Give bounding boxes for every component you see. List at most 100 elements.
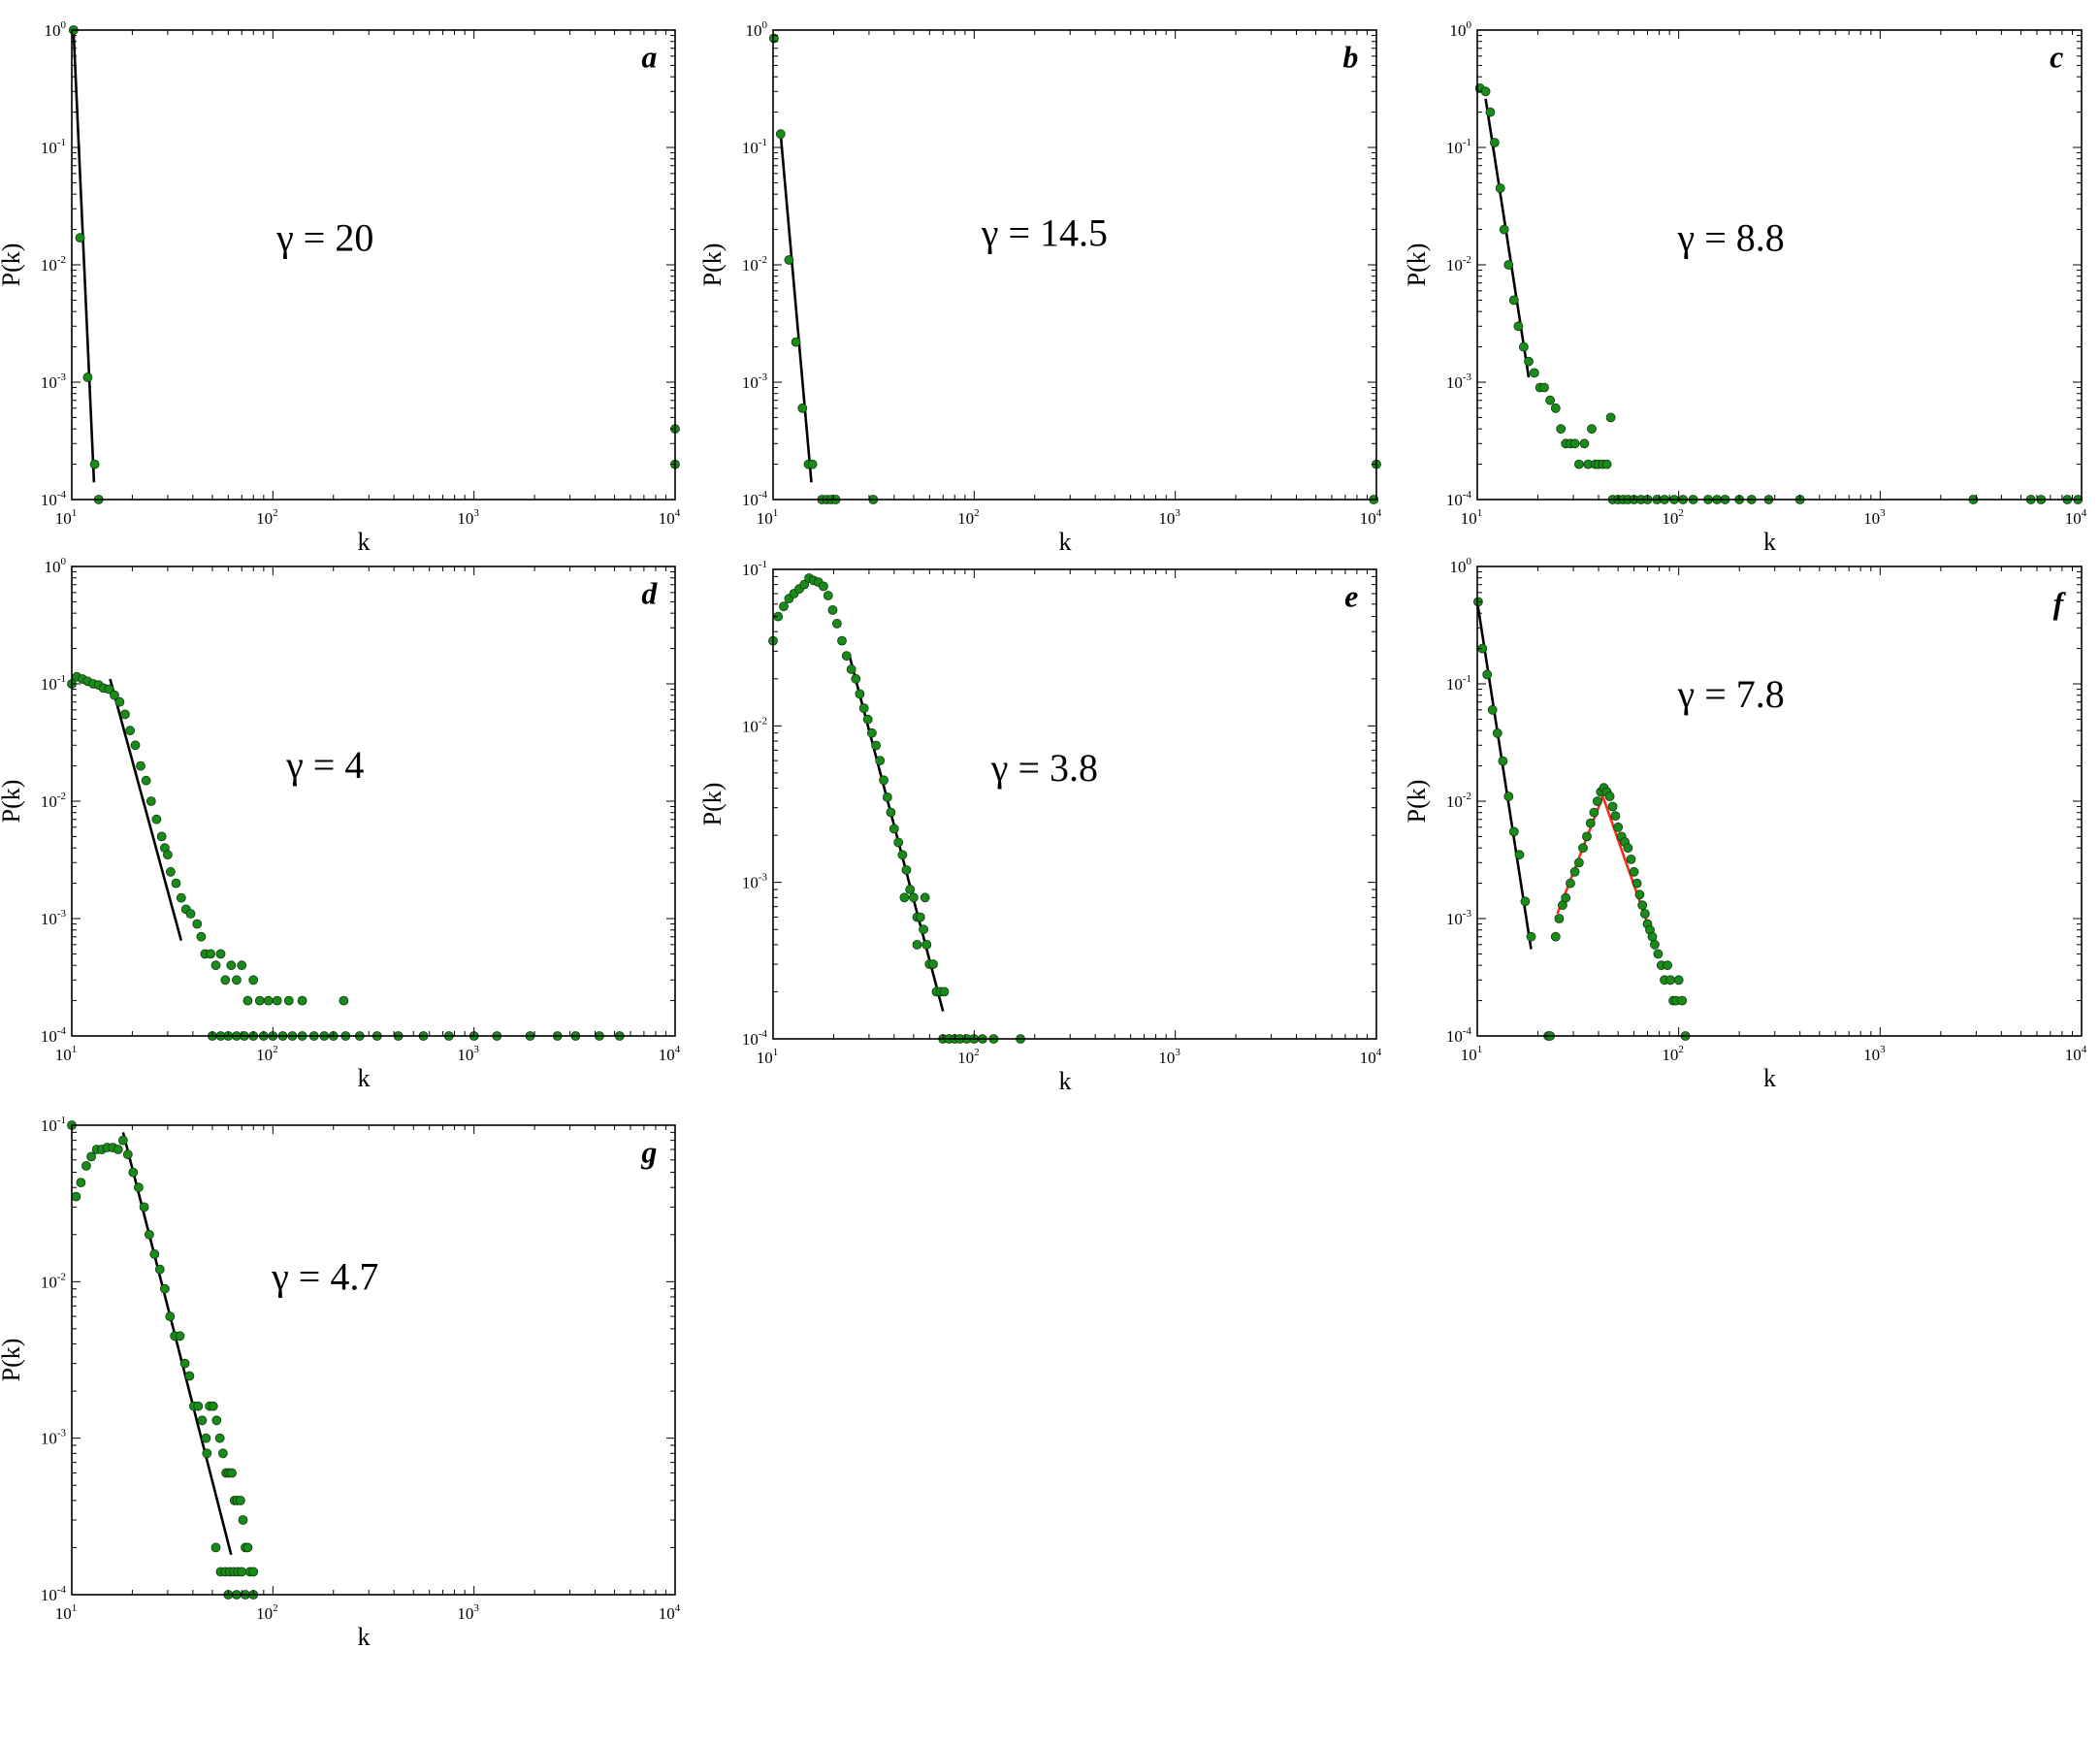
- x-axis-label: k: [358, 528, 371, 556]
- data-point: [1640, 909, 1650, 919]
- data-point: [1513, 321, 1524, 332]
- y-tick-label: 10-1: [742, 559, 767, 579]
- x-tick-label: 102: [256, 1602, 278, 1623]
- data-point: [1485, 107, 1496, 117]
- y-tick-label: 10-3: [1446, 908, 1472, 928]
- y-axis-label: P(k): [0, 1339, 25, 1382]
- data-point: [1585, 818, 1596, 828]
- x-tick-label: 102: [256, 1044, 278, 1064]
- y-tick-label: 10-4: [41, 1025, 67, 1046]
- y-tick-label: 10-2: [41, 791, 66, 811]
- data-point: [125, 726, 136, 736]
- data-point: [1574, 857, 1584, 868]
- y-tick-label: 10-3: [41, 908, 67, 928]
- data-point: [1524, 356, 1534, 367]
- x-tick-label: 103: [457, 1602, 479, 1623]
- x-tick-label: 102: [1662, 507, 1684, 528]
- data-point: [297, 995, 307, 1006]
- data-point: [1677, 995, 1688, 1006]
- data-point: [1582, 831, 1592, 842]
- y-axis-label: P(k): [1403, 243, 1431, 287]
- data-point: [797, 403, 808, 413]
- x-tick-label: 104: [2065, 507, 2087, 528]
- data-point: [210, 960, 221, 971]
- data-point: [1605, 412, 1616, 423]
- y-tick-label: 10-1: [41, 673, 66, 694]
- data-point: [919, 924, 928, 935]
- panel-d: 101 102 103 104 10-4 10-3 10-2 10-1 100 k P(k) γ = …: [0, 556, 681, 1092]
- y-tick-label: 10-2: [1446, 254, 1471, 275]
- y-tick-label: 10-2: [742, 254, 767, 275]
- data-point: [1498, 756, 1508, 766]
- data-point: [1593, 796, 1602, 806]
- y-tick-label: 10-2: [1446, 791, 1471, 811]
- data-point: [909, 892, 919, 903]
- data-point: [136, 760, 145, 771]
- data-point: [196, 931, 207, 942]
- data-point: [1480, 86, 1491, 97]
- data-point: [841, 651, 852, 662]
- data-point: [1629, 866, 1639, 877]
- data-point: [1574, 459, 1584, 469]
- data-point: [237, 960, 247, 971]
- data-point: [1569, 866, 1580, 877]
- data-point: [901, 865, 912, 875]
- data-point: [1529, 368, 1539, 378]
- data-point: [1579, 438, 1590, 449]
- data-point: [905, 885, 916, 894]
- data-point: [237, 1567, 247, 1577]
- fit-line: [109, 678, 183, 941]
- data-point: [156, 831, 167, 842]
- data-point: [920, 892, 930, 903]
- x-tick-label: 103: [1863, 507, 1886, 528]
- data-point: [1508, 826, 1519, 837]
- data-point: [1503, 260, 1514, 270]
- y-tick-label: 100: [1450, 556, 1472, 576]
- y-tick-label: 100: [45, 19, 67, 40]
- data-point: [149, 1249, 160, 1259]
- x-tick-label: 101: [55, 1602, 78, 1623]
- data-point: [75, 233, 85, 243]
- data-point: [197, 1415, 208, 1426]
- data-point: [104, 684, 114, 695]
- data-point: [114, 696, 125, 707]
- data-point: [1665, 975, 1676, 986]
- data-point: [226, 960, 237, 971]
- data-point: [769, 33, 779, 44]
- data-point: [871, 740, 881, 751]
- fit-line: [848, 655, 945, 1012]
- y-tick-label: 10-3: [1446, 372, 1472, 392]
- panel-letter: e: [1344, 579, 1358, 614]
- data-point: [912, 940, 922, 950]
- data-point: [791, 337, 801, 347]
- data-point: [235, 1496, 245, 1505]
- gamma-label: γ = 8.8: [1677, 215, 1785, 259]
- x-axis-label: k: [1059, 1067, 1072, 1095]
- fit-line: [121, 1132, 233, 1556]
- data-point: [1663, 960, 1672, 971]
- data-point: [231, 975, 242, 986]
- data-point: [165, 866, 176, 877]
- y-tick-label: 10-4: [742, 1028, 768, 1049]
- data-point: [208, 1401, 218, 1411]
- fit-line: [72, 29, 96, 483]
- data-point: [1492, 728, 1502, 738]
- data-point: [118, 1135, 128, 1146]
- plot-frame: [1476, 29, 2083, 501]
- y-tick-label: 10-4: [1446, 1025, 1472, 1046]
- data-point: [202, 1448, 212, 1459]
- plot-frame: [772, 29, 1377, 501]
- data-point: [1556, 424, 1567, 435]
- data-point: [915, 912, 925, 922]
- x-tick-label: 103: [457, 507, 479, 528]
- y-tick-label: 10-1: [41, 1115, 66, 1135]
- x-tick-label: 102: [957, 1047, 980, 1067]
- y-axis-label: P(k): [0, 780, 25, 824]
- gamma-label: γ = 4.7: [271, 1254, 378, 1298]
- data-point: [1490, 138, 1500, 147]
- data-point: [832, 619, 842, 629]
- y-tick-label: 10-1: [1446, 673, 1471, 694]
- data-point: [1673, 975, 1684, 986]
- y-tick-label: 10-2: [41, 254, 66, 275]
- data-point: [139, 1202, 149, 1212]
